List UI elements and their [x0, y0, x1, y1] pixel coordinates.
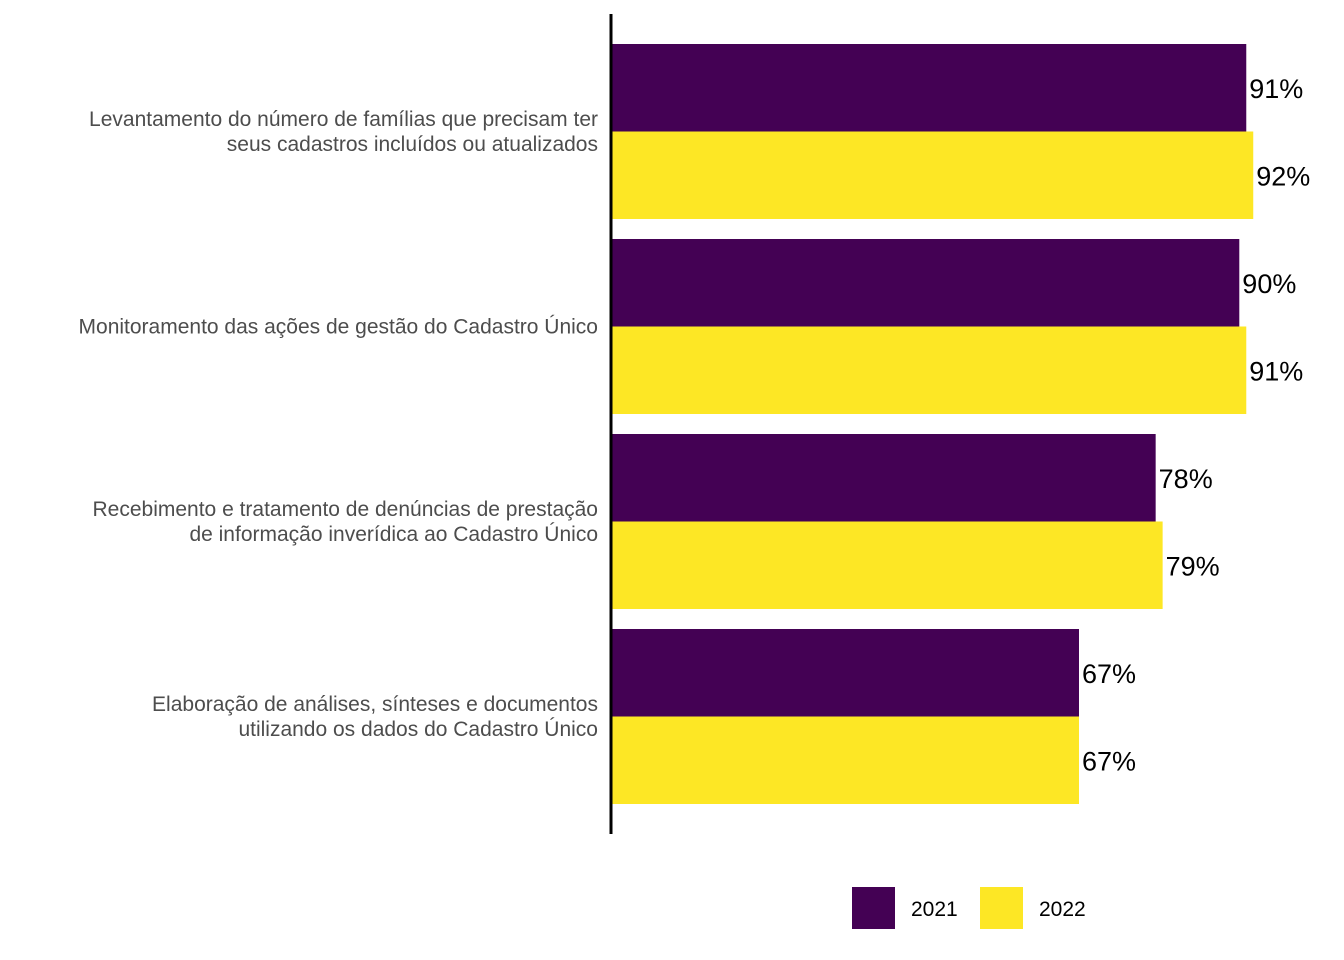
- category-label-3-line-2: de informação inverídica ao Cadastro Úni…: [189, 523, 598, 546]
- bar-2021-1: [612, 44, 1247, 132]
- value-label-2021-1: 91%: [1249, 74, 1303, 104]
- value-label-2022-1: 92%: [1256, 161, 1310, 191]
- legend-label-2022: 2022: [1039, 898, 1086, 921]
- legend: 2021 2022: [852, 887, 1086, 929]
- value-labels: 91% 92% 90% 91% 78% 79% 67% 67%: [1082, 74, 1310, 777]
- category-labels: Levantamento do número de famílias que p…: [79, 108, 598, 741]
- value-label-2022-4: 67%: [1082, 746, 1136, 776]
- bar-2021-4: [612, 629, 1079, 717]
- value-label-2021-3: 78%: [1159, 464, 1213, 494]
- bar-2022-2: [612, 326, 1247, 414]
- value-label-2021-2: 90%: [1242, 269, 1296, 299]
- bar-2021-2: [612, 239, 1240, 327]
- category-label-4-line-1: Elaboração de análises, sínteses e docum…: [152, 693, 598, 716]
- value-label-2022-2: 91%: [1249, 356, 1303, 386]
- bar-2022-4: [612, 716, 1079, 804]
- value-label-2021-4: 67%: [1082, 659, 1136, 689]
- value-label-2022-3: 79%: [1166, 551, 1220, 581]
- bar-2022-3: [612, 521, 1163, 609]
- legend-label-2021: 2021: [911, 898, 958, 921]
- category-label-2-line-1: Monitoramento das ações de gestão do Cad…: [79, 316, 598, 339]
- bar-2021-3: [612, 434, 1156, 522]
- category-label-4-line-2: utilizando os dados do Cadastro Único: [238, 718, 598, 741]
- legend-swatch-2021: [852, 887, 895, 929]
- category-label-1-line-2: seus cadastros incluídos ou atualizados: [227, 133, 598, 156]
- category-label-3-line-1: Recebimento e tratamento de denúncias de…: [93, 498, 599, 521]
- category-label-1-line-1: Levantamento do número de famílias que p…: [89, 108, 598, 131]
- legend-swatch-2022: [980, 887, 1023, 929]
- bars-group: [612, 44, 1254, 804]
- bar-2022-1: [612, 131, 1254, 219]
